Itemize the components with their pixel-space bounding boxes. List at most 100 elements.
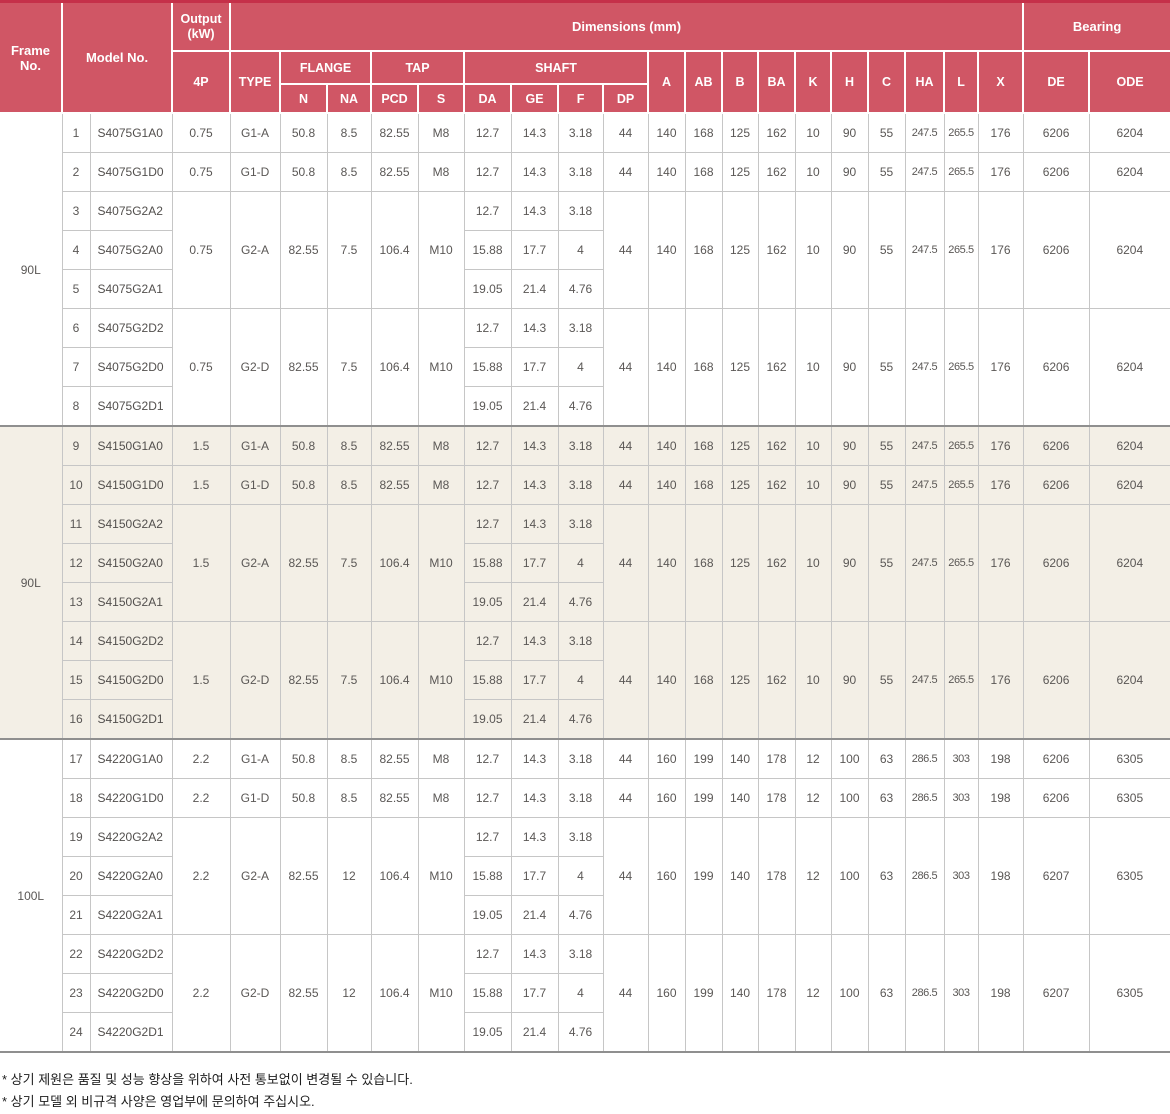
cell-bearing-de: 6206 bbox=[1022, 191, 1090, 309]
cell-shaft-da: 12.7 bbox=[463, 817, 512, 857]
cell-dim-l: 265.5 bbox=[943, 504, 979, 622]
cell-dim-h: 100 bbox=[830, 934, 869, 1053]
cell-shaft-f: 4 bbox=[557, 230, 604, 270]
cell-model: S4150G2A1 bbox=[89, 582, 173, 622]
cell-dim-h: 90 bbox=[830, 425, 869, 466]
cell-dim-a: 140 bbox=[647, 504, 686, 622]
cell-frame-no: 90L bbox=[0, 112, 63, 427]
cell-model: S4075G1A0 bbox=[89, 112, 173, 153]
col-header-type: TYPE bbox=[229, 50, 282, 114]
cell-dim-h: 90 bbox=[830, 465, 869, 505]
cell-dim-ha: 247.5 bbox=[904, 465, 945, 505]
cell-bearing-de: 6206 bbox=[1022, 621, 1090, 740]
cell-dim-c: 55 bbox=[867, 152, 906, 192]
cell-dim-b: 125 bbox=[721, 152, 759, 192]
cell-flange-na: 8.5 bbox=[326, 152, 372, 192]
cell-dim-ha: 247.5 bbox=[904, 112, 945, 153]
cell-row-number: 2 bbox=[61, 152, 91, 192]
table-row: 7 S4075G2D0 15.88 17.7 4 bbox=[0, 347, 1170, 387]
cell-row-number: 3 bbox=[61, 191, 91, 231]
cell-dim-k: 10 bbox=[794, 308, 832, 427]
cell-type: G2-D bbox=[229, 934, 281, 1053]
cell-dim-x: 176 bbox=[977, 621, 1024, 740]
cell-row-number: 10 bbox=[61, 465, 91, 505]
cell-flange-na: 12 bbox=[326, 934, 372, 1053]
cell-shaft-f: 4 bbox=[557, 347, 604, 387]
cell-tap-pcd: 82.55 bbox=[370, 425, 419, 466]
cell-row-number: 13 bbox=[61, 582, 91, 622]
cell-dim-x: 176 bbox=[977, 152, 1024, 192]
cell-shaft-da: 19.05 bbox=[463, 699, 512, 740]
cell-shaft-dp: 44 bbox=[602, 817, 649, 935]
cell-dim-c: 55 bbox=[867, 191, 906, 309]
footnotes: * 상기 제원은 품질 및 성능 향상을 위하여 사전 통보없이 변경될 수 있… bbox=[2, 1069, 1170, 1113]
col-header-l: L bbox=[943, 50, 980, 114]
cell-bearing-de: 6207 bbox=[1022, 817, 1090, 935]
cell-dim-ba: 162 bbox=[757, 152, 796, 192]
cell-dim-ab: 168 bbox=[684, 308, 723, 427]
cell-flange-na: 8.5 bbox=[326, 425, 372, 466]
cell-dim-h: 100 bbox=[830, 738, 869, 779]
table-row: 12 S4150G2A0 15.88 17.7 4 bbox=[0, 543, 1170, 583]
cell-shaft-da: 19.05 bbox=[463, 269, 512, 309]
table-row: 14 S4150G2D2 1.5 G2-D 82.55 7.5 106.4 M10 12.7 14… bbox=[0, 621, 1170, 740]
cell-shaft-ge: 14.3 bbox=[510, 778, 559, 818]
cell-model: S4150G2D1 bbox=[89, 699, 173, 740]
cell-tap-pcd: 82.55 bbox=[370, 778, 419, 818]
cell-shaft-f: 3.18 bbox=[557, 465, 604, 505]
cell-shaft-f: 3.18 bbox=[557, 152, 604, 192]
col-header-4p: 4P bbox=[171, 50, 232, 114]
col-header-c: C bbox=[867, 50, 907, 114]
cell-shaft-f: 4.76 bbox=[557, 269, 604, 309]
cell-shaft-ge: 14.3 bbox=[510, 308, 559, 348]
cell-flange-na: 7.5 bbox=[326, 621, 372, 740]
cell-type: G1-A bbox=[229, 112, 281, 153]
cell-dim-c: 55 bbox=[867, 425, 906, 466]
cell-shaft-da: 12.7 bbox=[463, 621, 512, 661]
cell-dim-x: 176 bbox=[977, 112, 1024, 153]
cell-row-number: 4 bbox=[61, 230, 91, 270]
cell-flange-n: 50.8 bbox=[279, 738, 328, 779]
cell-dim-h: 90 bbox=[830, 112, 869, 153]
col-header-h: H bbox=[830, 50, 870, 114]
cell-shaft-ge: 21.4 bbox=[510, 582, 559, 622]
cell-dim-a: 140 bbox=[647, 308, 686, 427]
cell-flange-na: 8.5 bbox=[326, 465, 372, 505]
cell-bearing-de: 6206 bbox=[1022, 465, 1090, 505]
cell-bearing-de: 6206 bbox=[1022, 152, 1090, 192]
cell-shaft-ge: 14.3 bbox=[510, 738, 559, 779]
cell-shaft-ge: 14.3 bbox=[510, 504, 559, 544]
cell-output-kw: 1.5 bbox=[171, 465, 231, 505]
col-header-shaft: SHAFT bbox=[463, 50, 650, 85]
cell-type: G2-A bbox=[229, 191, 281, 309]
table-header: Frame No. Model No. Output (kW) Dimensio… bbox=[0, 3, 1170, 114]
cell-dim-k: 12 bbox=[794, 817, 832, 935]
cell-dim-ba: 162 bbox=[757, 465, 796, 505]
cell-tap-pcd: 106.4 bbox=[370, 308, 419, 427]
cell-flange-na: 12 bbox=[326, 817, 372, 935]
cell-row-number: 17 bbox=[61, 738, 91, 779]
cell-bearing-ode: 6204 bbox=[1088, 504, 1170, 622]
cell-shaft-ge: 21.4 bbox=[510, 386, 559, 427]
cell-dim-ha: 247.5 bbox=[904, 425, 945, 466]
table-row: 90L 1 S4075G1A0 0.75 G1-A 50.8 8.5 82.55 M8 12.7 1… bbox=[0, 112, 1170, 427]
cell-shaft-f: 3.18 bbox=[557, 425, 604, 466]
table-row: 16 S4150G2D1 19.05 21.4 4.76 bbox=[0, 699, 1170, 740]
cell-type: G2-A bbox=[229, 504, 281, 622]
cell-row-number: 9 bbox=[61, 425, 91, 466]
cell-model: S4220G2A0 bbox=[89, 856, 173, 896]
footnote-line-2: * 상기 모델 외 비규격 사양은 영업부에 문의하여 주십시오. bbox=[2, 1094, 315, 1109]
cell-model: S4150G2D2 bbox=[89, 621, 173, 661]
cell-type: G2-A bbox=[229, 817, 281, 935]
cell-shaft-f: 4.76 bbox=[557, 699, 604, 740]
cell-shaft-f: 3.18 bbox=[557, 504, 604, 544]
cell-dim-c: 63 bbox=[867, 934, 906, 1053]
cell-model: S4150G2D0 bbox=[89, 660, 173, 700]
cell-tap-pcd: 82.55 bbox=[370, 112, 419, 153]
cell-model: S4220G2A2 bbox=[89, 817, 173, 857]
cell-shaft-ge: 14.3 bbox=[510, 112, 559, 153]
cell-dim-ba: 162 bbox=[757, 621, 796, 740]
cell-dim-h: 90 bbox=[830, 308, 869, 427]
cell-row-number: 16 bbox=[61, 699, 91, 740]
cell-dim-l: 265.5 bbox=[943, 425, 979, 466]
